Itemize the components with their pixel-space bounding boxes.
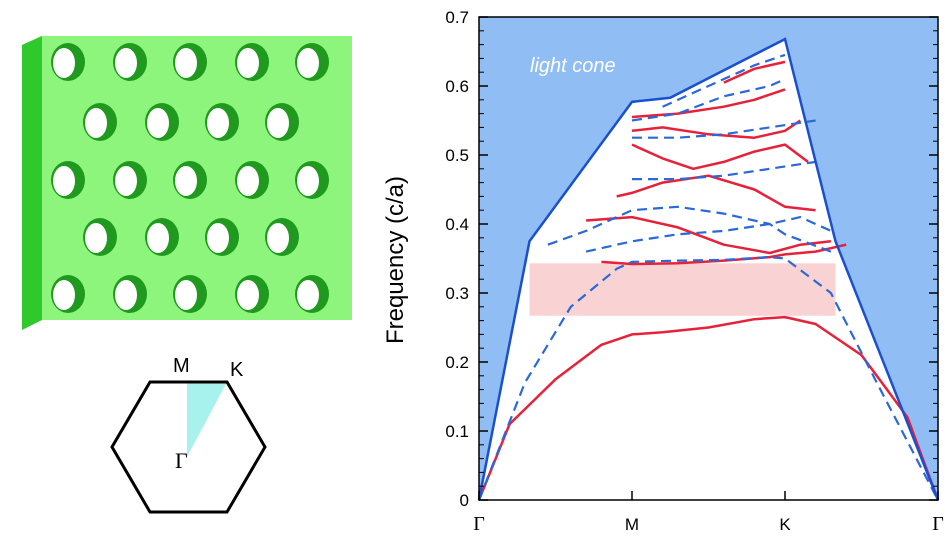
x-tick-label: Γ — [932, 513, 944, 535]
slab-hole-opening — [175, 166, 197, 196]
slab-hole-opening — [207, 223, 229, 253]
even-band-5 — [631, 119, 801, 139]
bz-hexagon — [110, 380, 267, 514]
slab-hole-opening — [267, 223, 289, 253]
slab-hole-opening — [115, 166, 137, 196]
even-band-3 — [616, 174, 816, 212]
y-tick-label: 0.6 — [445, 77, 469, 96]
slab-hole-opening — [267, 108, 289, 138]
y-tick-label: 0.1 — [445, 422, 469, 441]
slab-hole-opening — [115, 280, 137, 310]
even-band-2 — [586, 215, 832, 255]
slab-hole-opening — [147, 108, 169, 138]
band-gap-region — [529, 263, 836, 316]
slab-hole-opening — [297, 166, 319, 196]
slab-hole-opening — [53, 280, 75, 310]
even-band-7 — [723, 60, 786, 84]
slab-hole-opening — [297, 280, 319, 310]
slab-hole-opening — [297, 48, 319, 78]
slab-hole-opening — [175, 280, 197, 310]
bz-label-k: K — [230, 359, 244, 381]
odd-band-14 — [662, 53, 786, 108]
even-band-0 — [477, 315, 940, 501]
slab-hole-opening — [115, 48, 137, 78]
odd-band-11 — [632, 160, 816, 181]
bz-label-gamma: Γ — [175, 448, 188, 473]
even-band-4 — [631, 143, 809, 171]
slab-hole-opening — [237, 166, 259, 196]
y-axis-title: Frequency (c/a) — [382, 176, 409, 344]
odd-band-12 — [632, 119, 816, 139]
plot-frame — [478, 16, 939, 501]
y-tick-label: 0.5 — [445, 146, 469, 165]
even-band-6 — [631, 88, 786, 119]
odd-band-13 — [631, 78, 786, 122]
slab-hole-opening — [147, 223, 169, 253]
odd-band-10 — [585, 216, 832, 253]
light-cone-label: light cone — [530, 55, 616, 77]
slab-hole-opening — [237, 280, 259, 310]
slab-hole-opening — [207, 108, 229, 138]
y-tick-label: 0 — [460, 491, 469, 510]
photonic-crystal-slab — [22, 36, 352, 330]
x-tick-label: K — [779, 515, 791, 534]
y-tick-label: 0.4 — [445, 215, 469, 234]
slab-hole-opening — [53, 48, 75, 78]
y-tick-label: 0.7 — [445, 8, 469, 27]
slab-hole-opening — [85, 108, 107, 138]
x-tick-label: Γ — [473, 513, 485, 535]
brillouin-zone: M K Γ — [110, 355, 267, 514]
slab-hole-opening — [237, 48, 259, 78]
y-tick-label: 0.2 — [445, 353, 469, 372]
x-tick-label: M — [625, 515, 639, 534]
bz-irreducible-wedge — [187, 382, 227, 457]
light-line — [477, 37, 940, 501]
slab-side-face — [22, 36, 42, 330]
slab-hole-opening — [175, 48, 197, 78]
y-tick-label: 0.3 — [445, 284, 469, 303]
slab-hole-opening — [53, 166, 75, 196]
odd-band-8 — [477, 256, 939, 501]
slab-hole-opening — [85, 223, 107, 253]
odd-band-9 — [547, 205, 832, 253]
bz-label-m: M — [173, 355, 190, 377]
